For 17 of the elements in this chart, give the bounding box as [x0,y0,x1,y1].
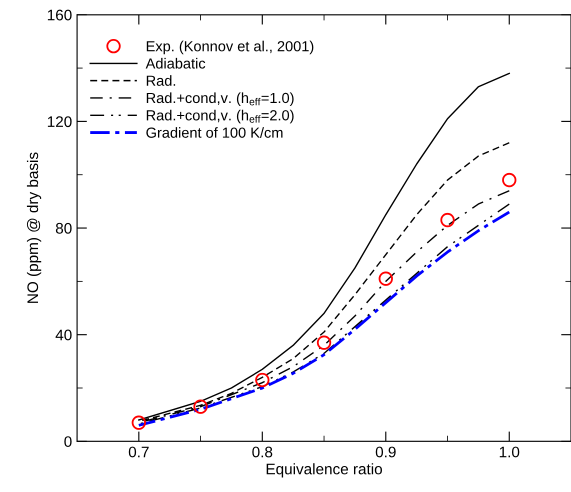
x-axis-title: Equivalence ratio [266,463,382,478]
legend-label: Rad. [146,75,176,86]
y-tick-label: 0 [64,436,72,448]
y-tick-label: 160 [48,10,72,20]
legend-label: Rad.+cond,v. (h$_{eff}$=1.0) [146,92,294,106]
x-tick-label: 0.9 [376,446,396,458]
x-tick-label: 0.8 [252,446,272,458]
legend-label: Rad.+cond,v. (h$_{eff}$=2.0) [146,110,294,124]
x-tick-label: 1.0 [500,446,520,458]
y-tick-label: 120 [48,116,72,128]
x-tick-label: 0.7 [128,446,149,458]
y-axis-title: NO (ppm) @ dry basis [26,152,42,303]
legend-label: Gradient of 100 K/cm [146,127,282,138]
y-tick-label: 40 [56,330,72,340]
y-tick-label: 80 [56,222,72,234]
legend-label: Adiabatic [146,58,206,69]
legend-label: Exp. (Konnov et al., 2001) [146,40,314,54]
